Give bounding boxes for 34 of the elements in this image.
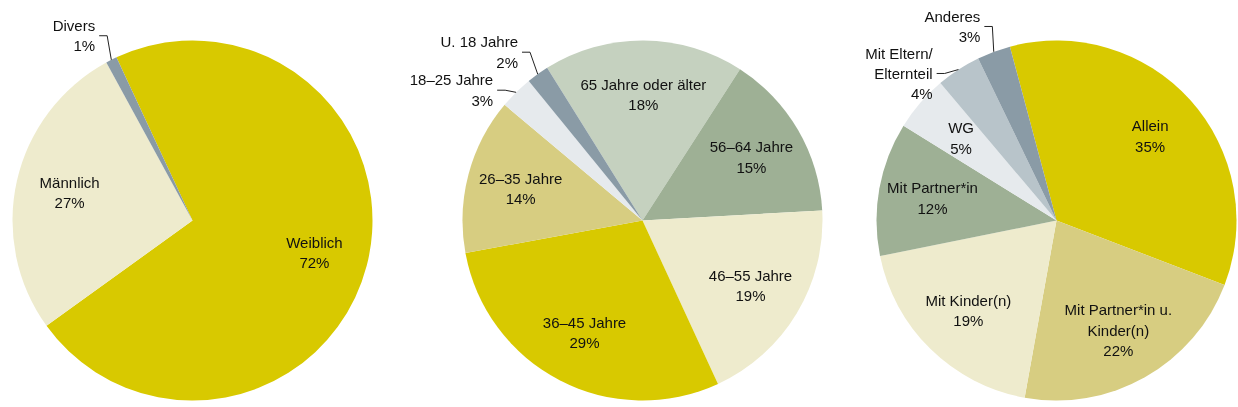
slice-label: 18–25 Jahre bbox=[409, 71, 494, 89]
data-label: 2% bbox=[496, 53, 519, 71]
slice-label: U. 18 Jahre bbox=[440, 33, 519, 51]
slice-label: 65 Jahre oder älter bbox=[580, 75, 707, 93]
slice-label: WG bbox=[948, 119, 975, 137]
data-label: 14% bbox=[505, 190, 536, 208]
data-label: 1% bbox=[73, 37, 96, 55]
slice-label: 46–55 Jahre bbox=[708, 266, 793, 284]
data-label: 35% bbox=[1135, 137, 1166, 155]
data-label: 15% bbox=[736, 158, 767, 176]
slice-label: Weiblich bbox=[286, 233, 343, 251]
data-label: 12% bbox=[917, 199, 948, 217]
slice-label: Mit Partner*in bbox=[887, 179, 978, 197]
slice-label: Männlich bbox=[39, 173, 100, 191]
slice-label: 36–45 Jahre bbox=[542, 313, 627, 331]
data-label: 27% bbox=[54, 194, 85, 212]
data-label: 4% bbox=[910, 85, 933, 103]
data-label: 72% bbox=[299, 253, 330, 271]
data-label: 5% bbox=[950, 139, 972, 157]
slice-label: 56–64 Jahre bbox=[709, 138, 794, 156]
slice-label: Divers bbox=[52, 17, 96, 35]
slice-label: 26–35 Jahre bbox=[478, 169, 563, 187]
data-label: 3% bbox=[958, 28, 981, 46]
data-label: 19% bbox=[735, 287, 766, 305]
data-label: 22% bbox=[1103, 342, 1134, 360]
slice-label: Allein bbox=[1131, 117, 1169, 135]
data-label: 18% bbox=[628, 96, 659, 114]
data-label: 19% bbox=[953, 312, 984, 330]
slice-label: Anderes bbox=[924, 7, 981, 25]
data-label: 3% bbox=[471, 91, 494, 109]
slice-label: Mit Partner*in u. Kinder(n) bbox=[1064, 301, 1173, 339]
slice-label: Mit Kinder(n) bbox=[925, 291, 1012, 309]
slice-label: Mit Eltern/ Elternteil bbox=[865, 44, 934, 82]
data-label: 29% bbox=[569, 334, 600, 352]
